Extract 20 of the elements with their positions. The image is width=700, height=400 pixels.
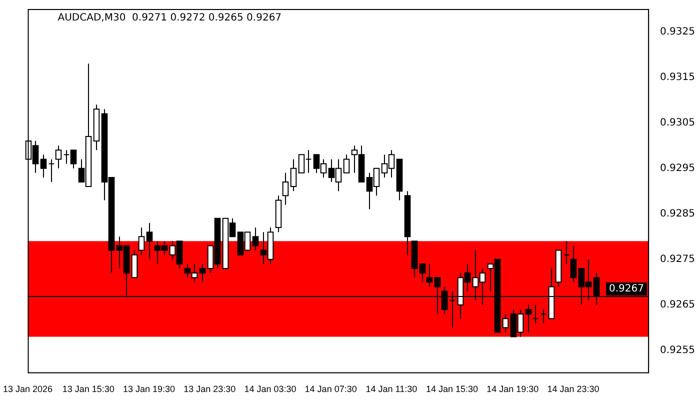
y-tick-label: 0.9275 xyxy=(660,254,696,265)
x-tick-label: 13 Jan 23:30 xyxy=(184,384,236,394)
x-tick-label: 14 Jan 07:30 xyxy=(304,384,357,394)
ref-line-label: 0.9267 xyxy=(609,284,644,295)
x-tick-label: 13 Jan 19:30 xyxy=(122,384,176,394)
y-tick-label: 0.9255 xyxy=(660,345,696,356)
y-tick-label: 0.9265 xyxy=(660,300,696,311)
y-tick-label: 0.9315 xyxy=(660,72,696,83)
y-tick-label: 0.9305 xyxy=(660,117,696,128)
x-tick-label: 14 Jan 15:30 xyxy=(426,384,478,394)
x-tick-label: 14 Jan 19:30 xyxy=(486,384,539,394)
x-tick-label: 13 Jan 2026 xyxy=(3,384,53,394)
y-tick-label: 0.9295 xyxy=(660,162,696,174)
x-tick-label: 14 Jan 23:30 xyxy=(547,384,600,394)
chart-title: AUDCAD,M30 0.9271 0.9272 0.9265 0.9267 xyxy=(58,12,282,24)
y-tick-label: 0.9285 xyxy=(660,208,696,220)
x-tick-label: 14 Jan 11:30 xyxy=(366,384,418,394)
x-tick-label: 14 Jan 03:30 xyxy=(244,384,296,394)
y-tick-label: 0.9325 xyxy=(660,26,696,38)
x-tick-label: 13 Jan 15:30 xyxy=(62,384,114,394)
